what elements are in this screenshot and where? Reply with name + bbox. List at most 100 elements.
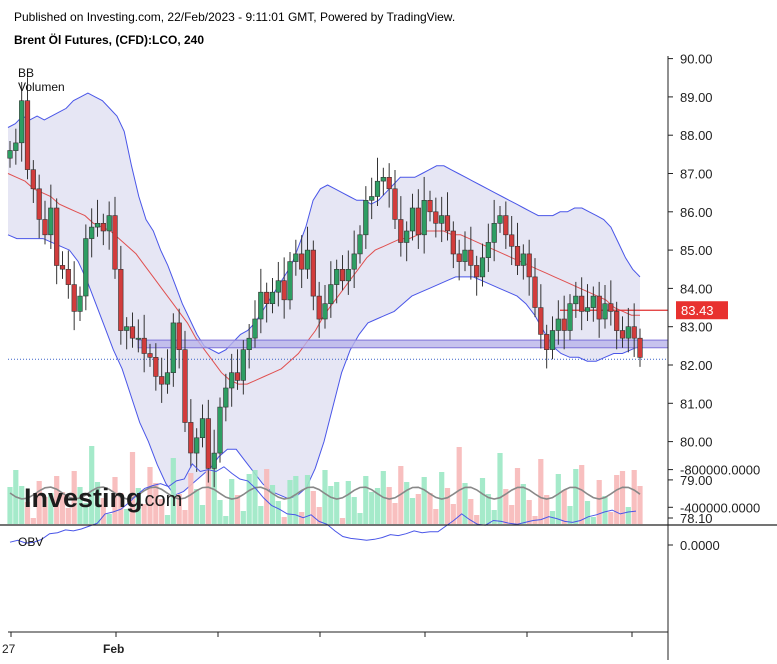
volume-bar: [479, 478, 486, 524]
volume-bar: [468, 499, 474, 524]
candle-body: [590, 295, 596, 308]
candle-body: [328, 284, 334, 305]
candle-body: [240, 349, 246, 381]
symbol-title: Brent Öl Futures, (CFD):LCO, 240: [14, 33, 205, 47]
watermark-brand: Investing: [24, 483, 143, 513]
candle-body: [246, 337, 252, 351]
volume-bar: [129, 452, 136, 524]
candle-body: [211, 452, 217, 469]
volume-bar: [252, 470, 258, 524]
volume-bar: [567, 506, 573, 524]
candle-body: [7, 150, 13, 159]
candle-body: [182, 349, 188, 423]
candle-body: [205, 418, 211, 469]
volume-bar: [345, 481, 351, 524]
volume-bar: [509, 505, 515, 524]
obv-pane: [9, 463, 637, 544]
candle-body: [544, 334, 550, 350]
price-tick-label: 90.00: [680, 52, 713, 67]
volume-bar: [264, 469, 270, 524]
volume-bar: [561, 490, 567, 524]
candle-body: [485, 242, 491, 258]
price-tick-label: 78.10: [680, 511, 713, 526]
volume-bar: [223, 516, 229, 524]
candle-body: [281, 280, 287, 301]
volume-bar: [36, 481, 42, 524]
watermark-suffix: .com: [139, 489, 182, 511]
candle-body: [509, 234, 515, 247]
candle-body: [433, 211, 439, 224]
volume-bar: [89, 446, 95, 524]
volume-bar: [357, 513, 363, 524]
candle-body: [217, 406, 223, 454]
volume-bar: [544, 495, 550, 524]
volume-bar: [269, 485, 276, 524]
bb-upper-line: [7, 92, 641, 355]
volume-bar: [135, 488, 141, 524]
volume-bar: [188, 473, 194, 524]
candle-body: [42, 219, 48, 236]
candle-body: [584, 307, 591, 312]
candle-body: [614, 311, 620, 331]
candle-body: [404, 230, 410, 243]
volume-bar: [24, 502, 31, 524]
volume-bar: [631, 470, 637, 524]
candle-body: [602, 303, 608, 320]
volume-bar: [258, 506, 264, 524]
obv-tick-label: -800000.0000: [680, 463, 760, 478]
volume-bar: [217, 500, 223, 524]
obv-line: [9, 463, 637, 544]
candle-body: [30, 169, 36, 190]
candle-body: [299, 253, 305, 270]
volume-bar: [229, 479, 235, 524]
volume-bar: [182, 510, 188, 524]
price-tick-label: 89.00: [680, 90, 713, 105]
price-tick-label: 80.00: [680, 435, 713, 450]
price-tick-label: 81.00: [680, 396, 713, 411]
volume-bar: [427, 493, 433, 524]
volume-bar: [520, 484, 526, 524]
candle-body: [520, 253, 526, 266]
candle-body: [188, 422, 194, 454]
candle-body: [170, 322, 176, 373]
bb-indicator-label: BB: [18, 66, 34, 80]
candle-body: [567, 303, 573, 331]
volume-bar: [614, 475, 620, 524]
candle-body: [439, 215, 445, 224]
candle-body: [573, 295, 579, 305]
volume-bar: [386, 487, 392, 524]
volume-bar: [637, 486, 643, 524]
candle-body: [386, 177, 392, 190]
candle-body: [234, 372, 241, 381]
volume-bar: [409, 498, 416, 524]
volume-bar: [322, 470, 328, 524]
candle-body: [164, 372, 171, 385]
candle-body: [135, 337, 141, 340]
candle-body: [153, 356, 159, 377]
volume-bar: [147, 467, 153, 524]
candle-body: [94, 223, 101, 228]
volume-bar: [450, 504, 456, 524]
volume-bar: [369, 492, 375, 524]
volume-bar: [503, 489, 509, 524]
volume-bar: [328, 486, 334, 524]
candle-body: [351, 253, 357, 270]
candle-body: [310, 249, 316, 297]
volume-bar: [124, 509, 130, 524]
volume-bar: [602, 496, 608, 524]
candle-body: [491, 223, 497, 243]
volume-bar: [339, 518, 346, 524]
volume-bar: [374, 488, 381, 524]
candle-body: [13, 142, 19, 151]
volume-bar: [153, 483, 159, 524]
candle-body: [538, 307, 544, 335]
candle-body: [65, 268, 71, 285]
candle-body: [456, 253, 462, 262]
candle-body: [334, 268, 340, 285]
volume-bar: [293, 476, 299, 524]
candle-body: [409, 207, 416, 232]
candle-body: [89, 226, 95, 239]
volume-bar: [497, 453, 503, 524]
volume-ma-line: [9, 486, 641, 500]
